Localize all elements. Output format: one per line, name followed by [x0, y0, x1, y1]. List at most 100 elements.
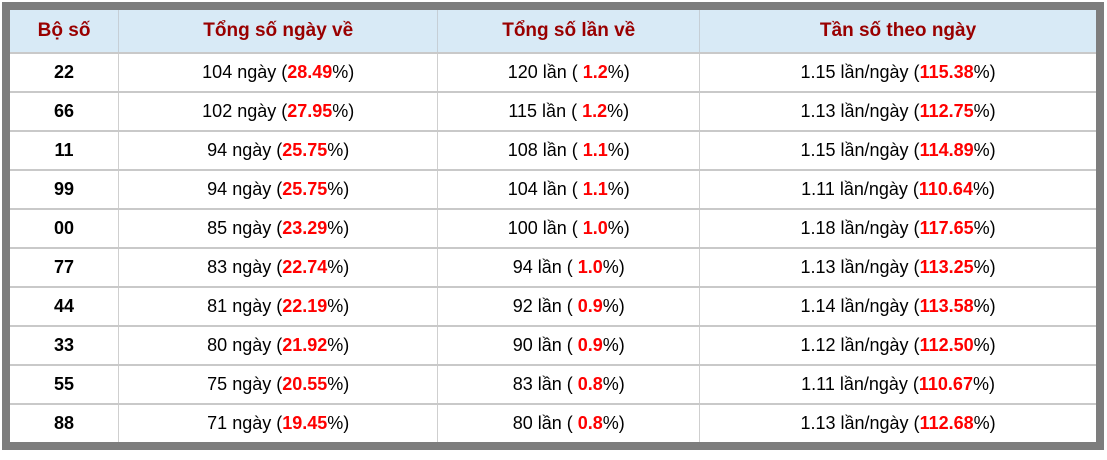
days-text: 104 ngày ( — [202, 62, 288, 82]
freq-text-close: %) — [972, 374, 995, 394]
freq-text-close: %) — [973, 62, 996, 82]
times-percent-value: 0.9 — [577, 296, 603, 316]
cell-pair-number: 88 — [10, 403, 119, 442]
cell-frequency-per-day: 1.13 lần/ngày (113.25%) — [699, 247, 1096, 287]
cell-pair-number: 22 — [10, 53, 119, 92]
cell-frequency-per-day: 1.15 lần/ngày (115.38%) — [699, 53, 1096, 92]
freq-text: 1.15 lần/ngày ( — [800, 140, 920, 160]
table-header: Bộ số Tổng số ngày về Tổng số lần về Tần… — [10, 10, 1096, 54]
freq-text: 1.12 lần/ngày ( — [800, 335, 920, 355]
days-percent-value: 21.92 — [282, 335, 328, 355]
days-text-close: %) — [332, 101, 355, 121]
table-row: 22 104 ngày (28.49%) 120 lần ( 1.2%) 1.1… — [10, 53, 1096, 92]
times-text-close: %) — [602, 335, 625, 355]
cell-pair-number: 11 — [10, 130, 119, 170]
column-header-pair: Bộ số — [10, 10, 119, 54]
freq-percent-value: 113.58 — [919, 296, 974, 316]
times-text: 104 lần ( — [507, 179, 583, 199]
days-percent-value: 25.75 — [282, 140, 328, 160]
times-percent-value: 1.0 — [577, 257, 603, 277]
cell-frequency-per-day: 1.18 lần/ngày (117.65%) — [699, 208, 1096, 248]
table-row: 99 94 ngày (25.75%) 104 lần ( 1.1%) 1.11… — [10, 169, 1096, 209]
cell-pair-number: 66 — [10, 91, 119, 131]
cell-total-days: 94 ngày (25.75%) — [118, 130, 438, 170]
table-row: 11 94 ngày (25.75%) 108 lần ( 1.1%) 1.15… — [10, 130, 1096, 170]
times-text-close: %) — [607, 62, 630, 82]
freq-text: 1.13 lần/ngày ( — [800, 257, 920, 277]
days-text-close: %) — [327, 179, 350, 199]
times-percent-value: 0.9 — [577, 335, 603, 355]
freq-percent-value: 110.67 — [918, 374, 973, 394]
times-text-close: %) — [602, 374, 625, 394]
times-text-close: %) — [607, 179, 630, 199]
cell-total-days: 94 ngày (25.75%) — [118, 169, 438, 209]
days-percent-value: 20.55 — [282, 374, 328, 394]
cell-total-days: 104 ngày (28.49%) — [118, 53, 438, 92]
times-text: 94 lần ( — [512, 257, 578, 277]
cell-total-times: 115 lần ( 1.2%) — [437, 91, 700, 131]
times-percent-value: 1.1 — [582, 179, 608, 199]
freq-text: 1.14 lần/ngày ( — [800, 296, 920, 316]
pair-number: 55 — [54, 374, 75, 394]
times-text: 100 lần ( — [507, 218, 583, 238]
days-text: 71 ngày ( — [207, 413, 283, 433]
freq-percent-value: 113.25 — [919, 257, 974, 277]
pair-number: 22 — [54, 62, 75, 82]
freq-text: 1.15 lần/ngày ( — [800, 62, 920, 82]
days-text-close: %) — [327, 335, 350, 355]
cell-pair-number: 00 — [10, 208, 119, 248]
days-text: 94 ngày ( — [207, 179, 283, 199]
cell-frequency-per-day: 1.13 lần/ngày (112.68%) — [699, 403, 1096, 442]
cell-total-days: 85 ngày (23.29%) — [118, 208, 438, 248]
cell-total-days: 83 ngày (22.74%) — [118, 247, 438, 287]
cell-pair-number: 77 — [10, 247, 119, 287]
days-text-close: %) — [327, 374, 350, 394]
freq-percent-value: 112.50 — [919, 335, 974, 355]
days-percent-value: 22.19 — [282, 296, 328, 316]
days-percent-value: 25.75 — [282, 179, 328, 199]
cell-frequency-per-day: 1.15 lần/ngày (114.89%) — [699, 130, 1096, 170]
times-percent-value: 1.0 — [582, 218, 608, 238]
freq-percent-value: 115.38 — [919, 62, 974, 82]
times-text: 120 lần ( — [507, 62, 583, 82]
cell-total-times: 92 lần ( 0.9%) — [437, 286, 700, 326]
days-text-close: %) — [327, 296, 350, 316]
days-text: 80 ngày ( — [207, 335, 283, 355]
times-percent-value: 0.8 — [577, 374, 603, 394]
table-row: 00 85 ngày (23.29%) 100 lần ( 1.0%) 1.18… — [10, 208, 1096, 248]
cell-pair-number: 55 — [10, 364, 119, 404]
days-percent-value: 19.45 — [282, 413, 328, 433]
times-percent-value: 0.8 — [577, 413, 603, 433]
times-text: 80 lần ( — [512, 413, 578, 433]
times-text-close: %) — [602, 413, 625, 433]
freq-text-close: %) — [972, 179, 995, 199]
freq-text: 1.11 lần/ngày ( — [801, 179, 919, 199]
table-row: 44 81 ngày (22.19%) 92 lần ( 0.9%) 1.14 … — [10, 286, 1096, 326]
days-text: 102 ngày ( — [202, 101, 288, 121]
cell-pair-number: 33 — [10, 325, 119, 365]
cell-frequency-per-day: 1.11 lần/ngày (110.64%) — [699, 169, 1096, 209]
cell-frequency-per-day: 1.13 lần/ngày (112.75%) — [699, 91, 1096, 131]
cell-total-days: 71 ngày (19.45%) — [118, 403, 438, 442]
days-text-close: %) — [327, 257, 350, 277]
table-row: 55 75 ngày (20.55%) 83 lần ( 0.8%) 1.11 … — [10, 364, 1096, 404]
freq-text-close: %) — [973, 257, 996, 277]
pair-number: 00 — [54, 218, 75, 238]
freq-text: 1.18 lần/ngày ( — [800, 218, 920, 238]
table-row: 66 102 ngày (27.95%) 115 lần ( 1.2%) 1.1… — [10, 91, 1096, 131]
column-header-times: Tổng số lần về — [437, 10, 700, 54]
times-text-close: %) — [607, 140, 630, 160]
days-text-close: %) — [327, 140, 350, 160]
freq-percent-value: 112.75 — [919, 101, 974, 121]
days-percent-value: 23.29 — [282, 218, 328, 238]
lottery-pair-stats-table: Bộ số Tổng số ngày về Tổng số lần về Tần… — [10, 10, 1096, 442]
cell-total-days: 102 ngày (27.95%) — [118, 91, 438, 131]
cell-pair-number: 44 — [10, 286, 119, 326]
freq-text: 1.13 lần/ngày ( — [800, 413, 920, 433]
freq-text-close: %) — [973, 335, 996, 355]
times-text: 92 lần ( — [512, 296, 578, 316]
cell-total-times: 104 lần ( 1.1%) — [437, 169, 700, 209]
freq-percent-value: 112.68 — [919, 413, 974, 433]
freq-text-close: %) — [973, 140, 996, 160]
times-text: 115 lần ( — [508, 101, 583, 121]
